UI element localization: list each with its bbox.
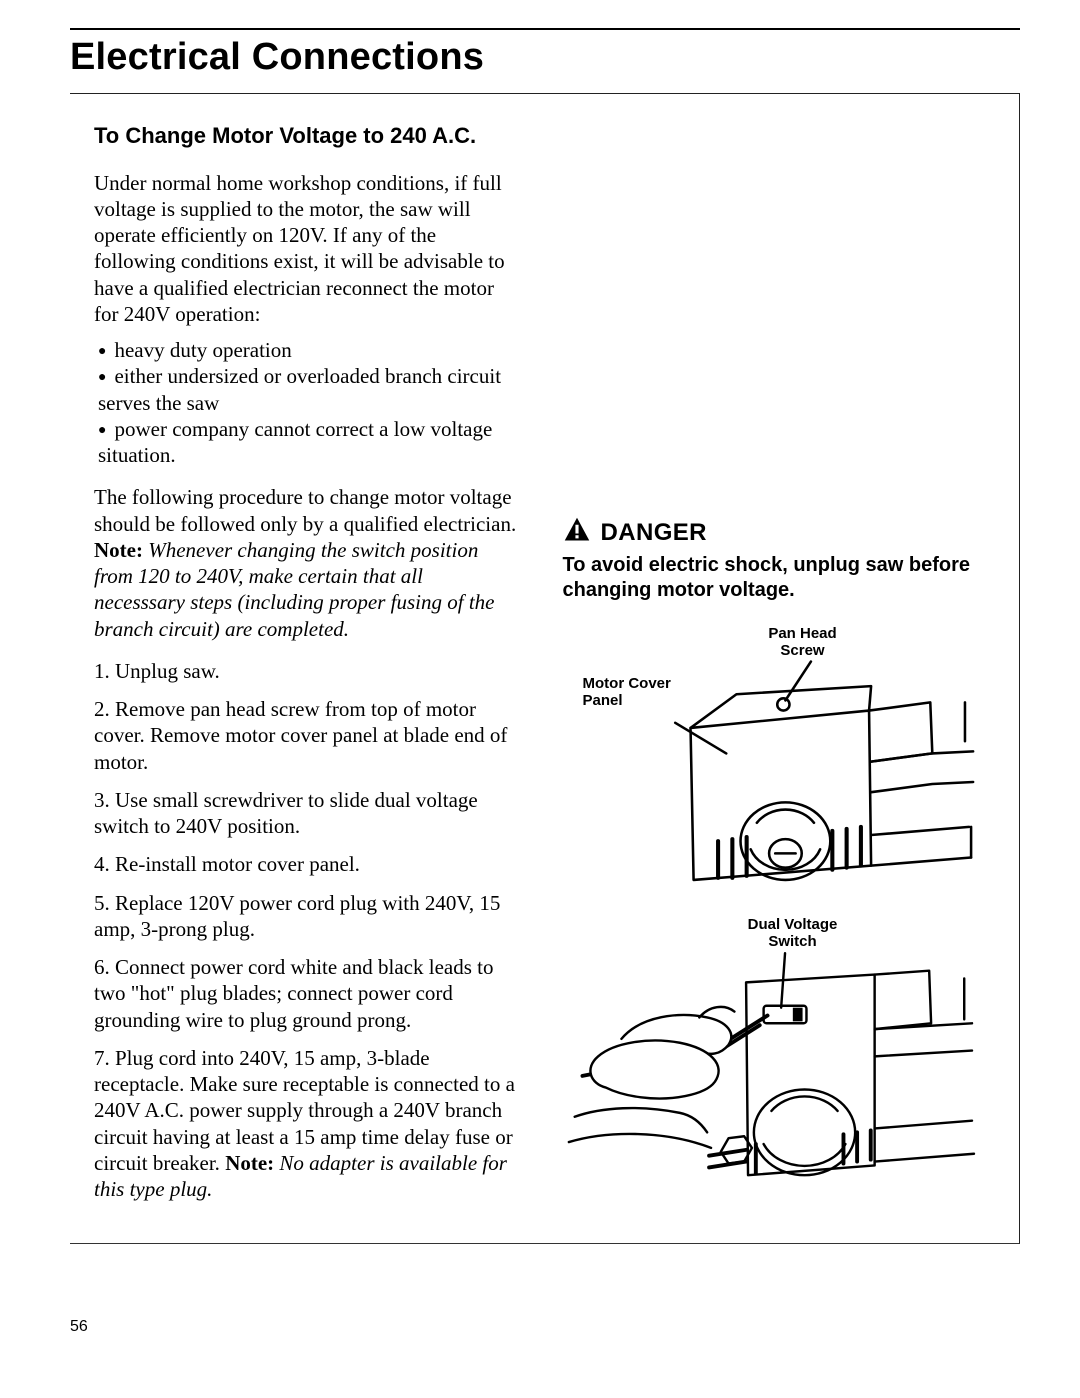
- label-dual-voltage-switch: Dual Voltage Switch: [738, 916, 848, 950]
- note-body: Whenever changing the switch position fr…: [94, 538, 495, 641]
- step: 5. Replace 120V power cord plug with 240…: [94, 890, 519, 943]
- text: The following procedure to change motor …: [94, 485, 516, 535]
- danger-body: To avoid electric shock, unplug saw befo…: [563, 553, 992, 603]
- page-number: 56: [70, 1318, 88, 1336]
- note-label: Note:: [225, 1151, 274, 1175]
- bullet-item: power company cannot correct a low volta…: [98, 416, 519, 469]
- label-motor-cover-panel: Motor Cover Panel: [583, 675, 683, 709]
- conditions-list: heavy duty operation either undersized o…: [98, 337, 519, 468]
- note-label: Note:: [94, 538, 143, 562]
- bullet-item: heavy duty operation: [98, 337, 519, 363]
- step: 4. Re-install motor cover panel.: [94, 851, 519, 877]
- intro-paragraph: Under normal home workshop conditions, i…: [94, 170, 519, 328]
- bullet-item: either undersized or overloaded branch c…: [98, 363, 519, 416]
- danger-label: DANGER: [601, 519, 707, 547]
- step: 2. Remove pan head screw from top of mot…: [94, 696, 519, 775]
- figure-dual-voltage-switch: Dual Voltage Switch: [563, 922, 992, 1195]
- page-title: Electrical Connections: [70, 36, 1020, 79]
- step: 1. Unplug saw.: [94, 658, 519, 684]
- warning-triangle-icon: [563, 516, 591, 549]
- figure-motor-cover: Pan Head Screw Motor Cover Panel: [563, 631, 992, 896]
- step: 7. Plug cord into 240V, 15 amp, 3-blade …: [94, 1045, 519, 1203]
- step: 6. Connect power cord white and black le…: [94, 954, 519, 1033]
- danger-heading: DANGER: [563, 516, 992, 549]
- section-heading: To Change Motor Voltage to 240 A.C.: [94, 122, 519, 150]
- steps-list: 1. Unplug saw. 2. Remove pan head screw …: [94, 658, 519, 1203]
- label-pan-head-screw: Pan Head Screw: [758, 625, 848, 659]
- note-paragraph: The following procedure to change motor …: [94, 484, 519, 642]
- step: 3. Use small screwdriver to slide dual v…: [94, 787, 519, 840]
- content-box: To Change Motor Voltage to 240 A.C. Unde…: [70, 93, 1020, 1244]
